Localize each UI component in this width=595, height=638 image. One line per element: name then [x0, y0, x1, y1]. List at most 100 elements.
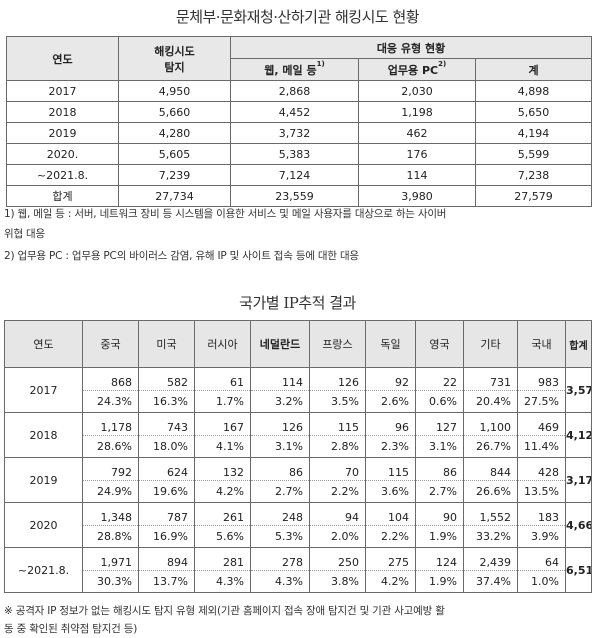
count-china: 868 [82, 367, 139, 391]
row-total: 4,121 [565, 412, 592, 458]
count-germany: 104 [365, 502, 416, 526]
row-detected: 4,280 [118, 122, 231, 144]
pct-france: 2.2% [309, 480, 366, 503]
count-france: 115 [309, 412, 366, 436]
count-domestic: 428 [517, 457, 566, 481]
table-row-pct: 28.8% 16.9% 5.6% 5.3% 2.0% 2.2% 1.9% 33.2% 3.9% [5, 525, 592, 548]
count-usa: 894 [138, 547, 195, 571]
count-germany: 96 [365, 412, 416, 436]
table-row: 2020. 5,605 5,383 176 5,599 [6, 143, 593, 165]
header-total: 계 [474, 58, 593, 81]
row-total: 4,898 [474, 80, 593, 102]
count-usa: 743 [138, 412, 195, 436]
row-pc: 1,198 [358, 101, 476, 123]
row-detected: 7,239 [118, 164, 231, 186]
pct-france: 2.8% [309, 435, 366, 458]
count-uk: 90 [415, 502, 464, 526]
row-web: 5,383 [230, 143, 359, 165]
row-total: 3,579 [565, 367, 592, 413]
pct-germany: 4.2% [365, 570, 416, 593]
row-year: 2020. [6, 143, 119, 165]
header-total: 합계 [565, 320, 592, 368]
count-other: 731 [463, 367, 518, 391]
count-other: 1,552 [463, 502, 518, 526]
header-year: 연도 [6, 36, 119, 81]
pct-domestic: 11.4% [517, 435, 566, 458]
row-web: 23,559 [230, 185, 359, 207]
count-netherlands: 114 [250, 367, 310, 391]
count-china: 792 [82, 457, 139, 481]
pct-other: 33.2% [463, 525, 518, 548]
row-year: 합계 [6, 185, 119, 207]
row-year: 2018 [6, 101, 119, 123]
count-uk: 22 [415, 367, 464, 391]
table-row-pct: 30.3% 13.7% 4.3% 4.3% 3.8% 4.2% 1.9% 37.4% 1.0% [5, 570, 592, 593]
pct-france: 3.5% [309, 390, 366, 413]
count-usa: 582 [138, 367, 195, 391]
header-web-mail-label: 웹, 메일 등 [264, 63, 317, 77]
count-usa: 624 [138, 457, 195, 481]
row-pc: 114 [358, 164, 476, 186]
pct-domestic: 27.5% [517, 390, 566, 413]
count-france: 126 [309, 367, 366, 391]
pct-uk: 2.7% [415, 480, 464, 503]
row-detected: 4,950 [118, 80, 231, 102]
count-france: 94 [309, 502, 366, 526]
row-detected: 27,734 [118, 185, 231, 207]
table-row-pct: 24.9% 19.6% 4.2% 2.7% 2.2% 3.6% 2.7% 26.6% 13.5% [5, 480, 592, 503]
pct-uk: 1.9% [415, 570, 464, 593]
row-year: ~2021.8. [6, 164, 119, 186]
count-china: 1,971 [82, 547, 139, 571]
pct-netherlands: 4.3% [250, 570, 310, 593]
pct-usa: 13.7% [138, 570, 195, 593]
row-total: 27,579 [474, 185, 593, 207]
pct-france: 3.8% [309, 570, 366, 593]
header-web-mail: 웹, 메일 등1) [230, 58, 359, 81]
count-germany: 115 [365, 457, 416, 481]
count-netherlands: 278 [250, 547, 310, 571]
pct-domestic: 1.0% [517, 570, 566, 593]
table-row: ~2021.8. 7,239 7,124 114 7,238 [6, 164, 593, 186]
count-usa: 787 [138, 502, 195, 526]
count-germany: 92 [365, 367, 416, 391]
header-work-pc-sup: 2) [438, 59, 447, 68]
row-total: 5,650 [474, 101, 593, 123]
table-row-pct: 24.3% 16.3% 1.7% 3.2% 3.5% 2.6% 0.6% 20.4% 27.5% [5, 390, 592, 413]
header-detected-line2: 탐지 [164, 60, 185, 74]
count-other: 2,439 [463, 547, 518, 571]
header-other: 기타 [463, 320, 518, 368]
count-uk: 86 [415, 457, 464, 481]
pct-russia: 4.2% [194, 480, 251, 503]
row-total: 5,599 [474, 143, 593, 165]
count-france: 250 [309, 547, 366, 571]
row-total: 3,177 [565, 457, 592, 503]
row-year: 2019 [4, 457, 83, 503]
count-domestic: 983 [517, 367, 566, 391]
row-total: 7,238 [474, 164, 593, 186]
count-russia: 261 [194, 502, 251, 526]
row-year: 2020 [4, 502, 83, 548]
pct-germany: 2.6% [365, 390, 416, 413]
header-germany: 독일 [365, 320, 416, 368]
pct-russia: 1.7% [194, 390, 251, 413]
header-detected-line1: 해킹시도 [154, 44, 195, 58]
header-work-pc: 업무용 PC2) [358, 58, 476, 81]
header-usa: 미국 [138, 320, 195, 368]
count-other: 1,100 [463, 412, 518, 436]
row-web: 7,124 [230, 164, 359, 186]
header-china: 중국 [82, 320, 139, 368]
count-germany: 275 [365, 547, 416, 571]
count-domestic: 469 [517, 412, 566, 436]
row-web: 4,452 [230, 101, 359, 123]
row-pc: 462 [358, 122, 476, 144]
row-pc: 2,030 [358, 80, 476, 102]
pct-germany: 3.6% [365, 480, 416, 503]
pct-usa: 18.0% [138, 435, 195, 458]
row-web: 3,732 [230, 122, 359, 144]
header-domestic: 국내 [517, 320, 566, 368]
row-pc: 3,980 [358, 185, 476, 207]
table-row: 2017 4,950 2,868 2,030 4,898 [6, 80, 593, 102]
